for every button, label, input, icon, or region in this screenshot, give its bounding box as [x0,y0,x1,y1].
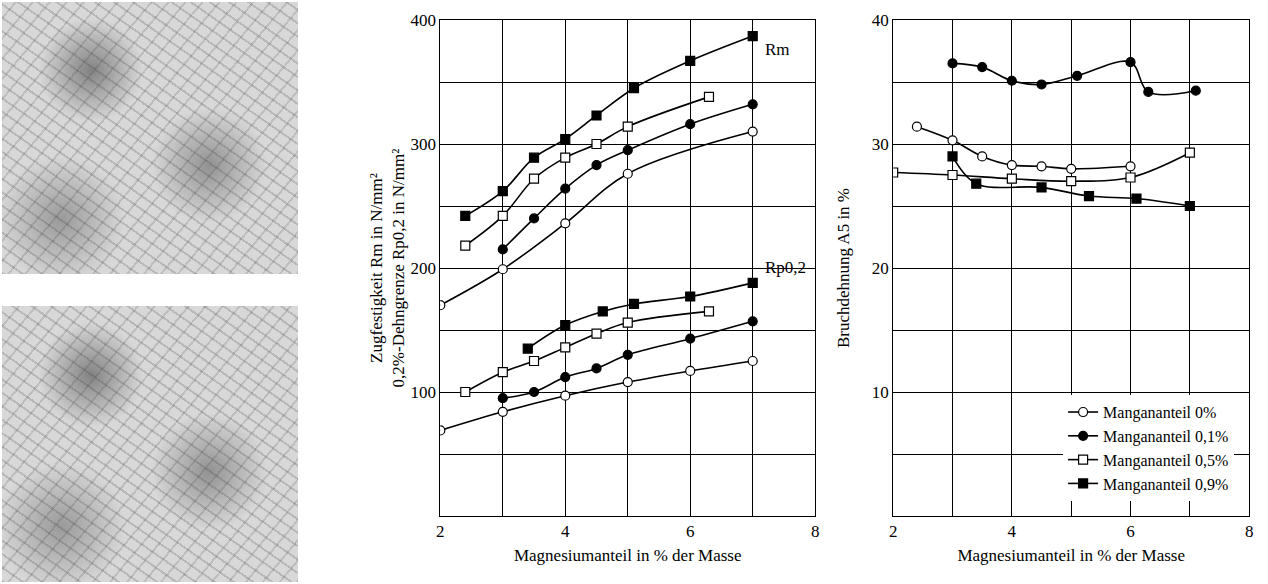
svg-text:2: 2 [436,522,445,541]
svg-text:10: 10 [872,383,889,402]
svg-text:8: 8 [811,522,820,541]
svg-text:Magnesiumanteil in % der Masse: Magnesiumanteil in % der Masse [514,546,742,565]
svg-text:2: 2 [889,522,898,541]
svg-text:100: 100 [410,383,436,402]
svg-text:200: 200 [410,259,436,278]
svg-text:20: 20 [872,259,889,278]
svg-text:4: 4 [561,522,570,541]
svg-text:Zugfestigkeit Rm in N/mm²0,2%-: Zugfestigkeit Rm in N/mm²0,2%-Dehngrenze… [367,149,408,388]
svg-text:Bruchdehnung A5 in %: Bruchdehnung A5 in % [834,188,853,348]
svg-text:Mangananteil 0,9%: Mangananteil 0,9% [1103,476,1228,494]
svg-text:Mangananteil 0,5%: Mangananteil 0,5% [1103,452,1228,470]
svg-text:Mangananteil 0%: Mangananteil 0% [1103,404,1216,422]
svg-text:Mangananteil 0,1%: Mangananteil 0,1% [1103,428,1228,446]
svg-text:400: 400 [410,11,436,30]
svg-text:30: 30 [872,135,889,154]
svg-text:40: 40 [872,11,889,30]
svg-text:8: 8 [1245,522,1254,541]
svg-text:6: 6 [1126,522,1135,541]
svg-text:Rm: Rm [765,40,790,59]
svg-text:300: 300 [410,135,436,154]
svg-text:6: 6 [686,522,695,541]
svg-text:4: 4 [1008,522,1017,541]
svg-text:Magnesiumanteil in % der Masse: Magnesiumanteil in % der Masse [957,546,1185,565]
svg-text:Rp0,2: Rp0,2 [765,258,806,277]
